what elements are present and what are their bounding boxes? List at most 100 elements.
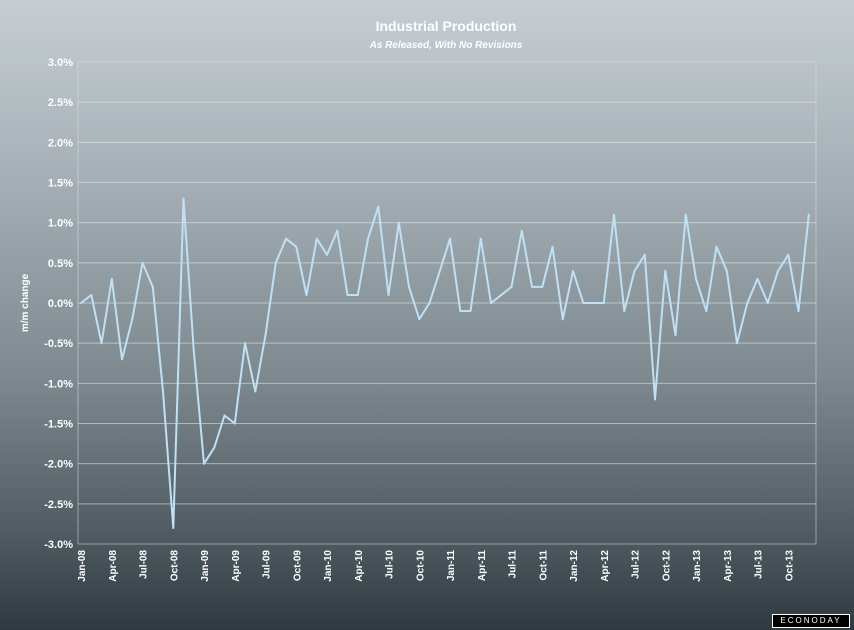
data-point [192, 350, 195, 353]
data-point [643, 253, 646, 256]
data-point [623, 310, 626, 313]
y-tick-label: 0.5% [48, 258, 73, 270]
data-point [531, 285, 533, 288]
data-point [459, 310, 462, 313]
x-tick-label: Jul-12 [631, 550, 642, 579]
chart-title: Industrial Production [376, 18, 517, 34]
x-tick-label: Jul-10 [385, 550, 396, 579]
x-axis-ticks: Jan-08 Apr-08 Jul-08 Oct-08 Jan-09 Apr-09 Jul-… [77, 550, 795, 582]
econoday-logo: ECONODAY [772, 614, 850, 628]
data-point [408, 285, 410, 288]
data-point [295, 245, 298, 248]
x-tick-label: Jan-08 [77, 550, 88, 582]
data-point [254, 390, 257, 393]
data-point [428, 302, 431, 304]
series-line [80, 197, 810, 529]
y-tick-label: 0.0% [48, 298, 73, 310]
x-tick-label: Oct-11 [538, 550, 549, 581]
data-point [367, 237, 369, 240]
data-point [131, 318, 134, 321]
data-point [777, 269, 779, 272]
y-axis-ticks: 3.0% 2.5% 2.0% 1.5% 1.0% 0.5% 0.0% -0.5% -1.0% -1… [44, 57, 73, 551]
data-point [213, 446, 216, 449]
data-point [633, 269, 636, 272]
data-point [490, 302, 492, 304]
data-point [438, 269, 441, 272]
data-point [561, 318, 564, 321]
series-layer [80, 197, 810, 529]
x-tick-label: Jan-10 [323, 550, 334, 582]
data-point [705, 310, 708, 313]
data-point [756, 277, 759, 280]
data-point [346, 293, 349, 296]
y-tick-label: -2.5% [44, 499, 73, 511]
data-point [469, 310, 472, 313]
data-point [326, 253, 328, 256]
data-point [766, 302, 769, 304]
data-point [510, 285, 513, 288]
data-point [541, 285, 544, 288]
data-point [356, 293, 359, 296]
data-point [264, 334, 267, 337]
data-point [807, 213, 810, 216]
data-point [203, 462, 205, 465]
data-point [602, 302, 605, 304]
data-point [715, 245, 718, 248]
data-point [397, 221, 400, 224]
data-point [315, 237, 318, 240]
data-point [172, 526, 175, 529]
data-point [151, 285, 154, 288]
data-point [244, 342, 246, 345]
chart-subtitle: As Released, With No Revisions [369, 40, 523, 51]
data-point [285, 237, 287, 240]
y-tick-label: -1.0% [44, 378, 73, 390]
data-point [613, 213, 615, 216]
data-point [664, 269, 667, 272]
y-tick-label: 1.0% [48, 218, 73, 230]
y-axis-label: m/m change [20, 273, 31, 332]
data-point [736, 342, 738, 345]
data-point [305, 293, 308, 296]
y-tick-label: 2.5% [48, 97, 73, 109]
data-point [182, 197, 185, 200]
x-tick-label: Oct-12 [661, 550, 672, 582]
data-point [110, 277, 113, 280]
data-point [551, 245, 554, 248]
x-tick-label: Apr-08 [108, 550, 119, 582]
data-point [746, 302, 749, 304]
data-point [797, 310, 800, 313]
x-tick-label: Jan-13 [692, 550, 703, 582]
x-tick-label: Jul-08 [139, 550, 150, 579]
data-point [572, 269, 574, 272]
x-tick-label: Oct-08 [169, 550, 180, 582]
y-tick-label: -1.5% [44, 419, 73, 431]
x-tick-label: Apr-10 [354, 550, 365, 582]
y-tick-label: -2.0% [44, 459, 73, 471]
data-point [141, 261, 144, 264]
data-point [274, 261, 277, 264]
y-tick-label: -3.0% [44, 539, 73, 551]
gridlines [78, 101, 816, 505]
data-point [684, 213, 687, 216]
data-point [223, 414, 226, 417]
x-tick-label: Jul-13 [754, 550, 765, 579]
data-point [654, 398, 656, 401]
data-point [479, 237, 482, 240]
data-point [100, 342, 103, 345]
x-tick-label: Jan-11 [446, 550, 457, 582]
x-tick-label: Apr-13 [723, 550, 734, 582]
data-point [520, 229, 523, 232]
data-point [162, 390, 164, 393]
x-tick-label: Jan-09 [200, 550, 211, 582]
y-tick-label: 2.0% [48, 137, 73, 149]
data-point [695, 277, 697, 280]
data-point [121, 358, 123, 361]
data-point [233, 422, 236, 425]
data-point [725, 269, 728, 272]
data-point [449, 237, 451, 240]
x-tick-label: Apr-11 [477, 550, 488, 582]
data-point [787, 253, 790, 256]
data-point [582, 302, 585, 304]
